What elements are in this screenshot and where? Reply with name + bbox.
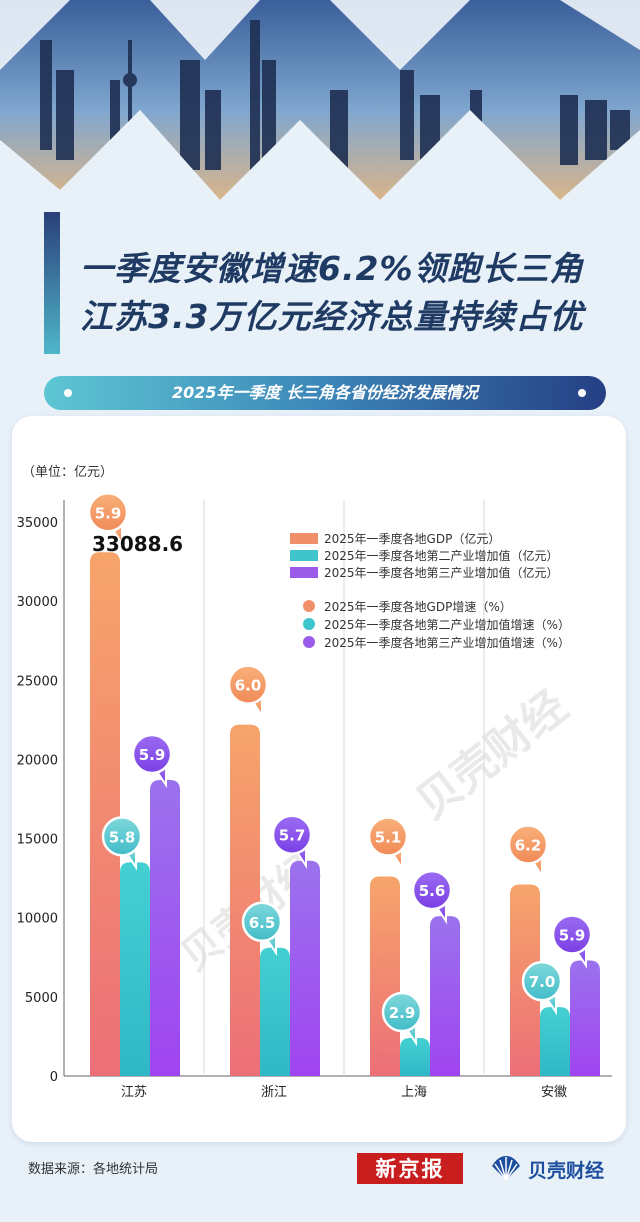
x-tick-label: 浙江 — [261, 1085, 287, 1100]
growth-bubble — [131, 733, 173, 775]
bar — [570, 960, 600, 1076]
y-tick-label: 30000 — [17, 595, 58, 610]
headline-line-2: 江苏3.3万亿元经济总量持续占优 — [80, 297, 584, 336]
growth-bubble — [411, 869, 453, 911]
growth-bubble — [227, 664, 269, 705]
bar — [90, 552, 120, 1076]
y-tick-label: 20000 — [17, 753, 58, 768]
legend-label: 2025年一季度各地第二产业增加值增速（%） — [324, 617, 570, 632]
legend-dot — [303, 618, 315, 630]
bar — [150, 780, 180, 1076]
subtitle-dot-left — [64, 389, 72, 397]
growth-label: 5.7 — [279, 827, 306, 845]
bar — [120, 862, 150, 1076]
y-tick-label: 35000 — [17, 516, 58, 531]
watermark-right: 贝壳财经 — [407, 681, 577, 830]
growth-bubble — [507, 824, 549, 865]
growth-label: 2.9 — [389, 1004, 416, 1022]
headline-accent-bar — [44, 212, 60, 354]
growth-label: 7.0 — [529, 973, 556, 991]
legend-label: 2025年一季度各地第三产业增加值（亿元） — [324, 565, 559, 580]
xinjingbao-logo: 新京报 — [357, 1153, 463, 1184]
headline-line-1: 一季度安徽增速6.2%领跑长三角 — [80, 249, 584, 288]
growth-label: 5.9 — [559, 926, 586, 944]
y-tick-label: 10000 — [17, 912, 58, 927]
x-tick-label: 江苏 — [121, 1084, 147, 1100]
legend-label: 2025年一季度各地GDP（亿元） — [324, 531, 500, 546]
growth-bubble — [551, 914, 593, 955]
legend-label: 2025年一季度各地第三产业增加值增速（%） — [324, 635, 570, 650]
growth-label: 5.6 — [419, 882, 446, 900]
legend-swatch — [290, 533, 318, 544]
growth-bubble — [521, 960, 563, 1002]
growth-bubble — [241, 901, 283, 943]
growth-label: 5.9 — [95, 504, 122, 522]
growth-bubble — [87, 492, 129, 533]
unit-label: （单位：亿元） — [22, 465, 113, 480]
legend-swatch — [290, 567, 318, 578]
growth-bubble — [101, 816, 143, 857]
growth-label: 6.2 — [515, 836, 542, 854]
legend-label: 2025年一季度各地GDP增速（%） — [324, 599, 512, 614]
legend-dot — [303, 600, 315, 612]
growth-label: 5.1 — [375, 829, 402, 847]
bar — [540, 1007, 570, 1076]
x-tick-label: 安徽 — [541, 1085, 567, 1100]
beike-caijing-logo: 贝壳财经 — [528, 1160, 605, 1182]
bar — [400, 1038, 430, 1076]
chart-subtitle: 2025年一季度 长三角各省份经济发展情况 — [44, 376, 606, 410]
data-source: 数据来源：各地统计局 — [28, 1162, 159, 1177]
x-tick-label: 上海 — [401, 1085, 427, 1100]
growth-bubble — [271, 814, 313, 855]
growth-label: 6.0 — [235, 677, 262, 695]
growth-bubble — [367, 816, 409, 857]
jiangsu-gdp-value: 33088.6 — [92, 532, 183, 556]
legend-label: 2025年一季度各地第二产业增加值（亿元） — [324, 548, 559, 563]
y-tick-label: 15000 — [17, 833, 58, 848]
chart-subtitle-text: 2025年一季度 长三角各省份经济发展情况 — [171, 383, 479, 402]
bar — [290, 860, 320, 1076]
bar — [230, 724, 260, 1076]
legend-dot — [303, 636, 315, 648]
bar — [430, 916, 460, 1076]
beike-shell-icon — [492, 1156, 520, 1181]
legend-swatch — [290, 550, 318, 561]
growth-label: 6.5 — [249, 914, 276, 932]
skyline-banner — [0, 0, 640, 200]
y-tick-label: 25000 — [17, 674, 58, 689]
y-tick-label: 5000 — [25, 991, 58, 1006]
bar — [260, 947, 290, 1076]
subtitle-dot-right — [578, 389, 586, 397]
growth-label: 5.8 — [109, 828, 136, 846]
growth-label: 5.9 — [139, 746, 166, 764]
bar — [370, 876, 400, 1076]
growth-bubble — [381, 991, 423, 1033]
y-tick-label: 0 — [50, 1070, 58, 1085]
